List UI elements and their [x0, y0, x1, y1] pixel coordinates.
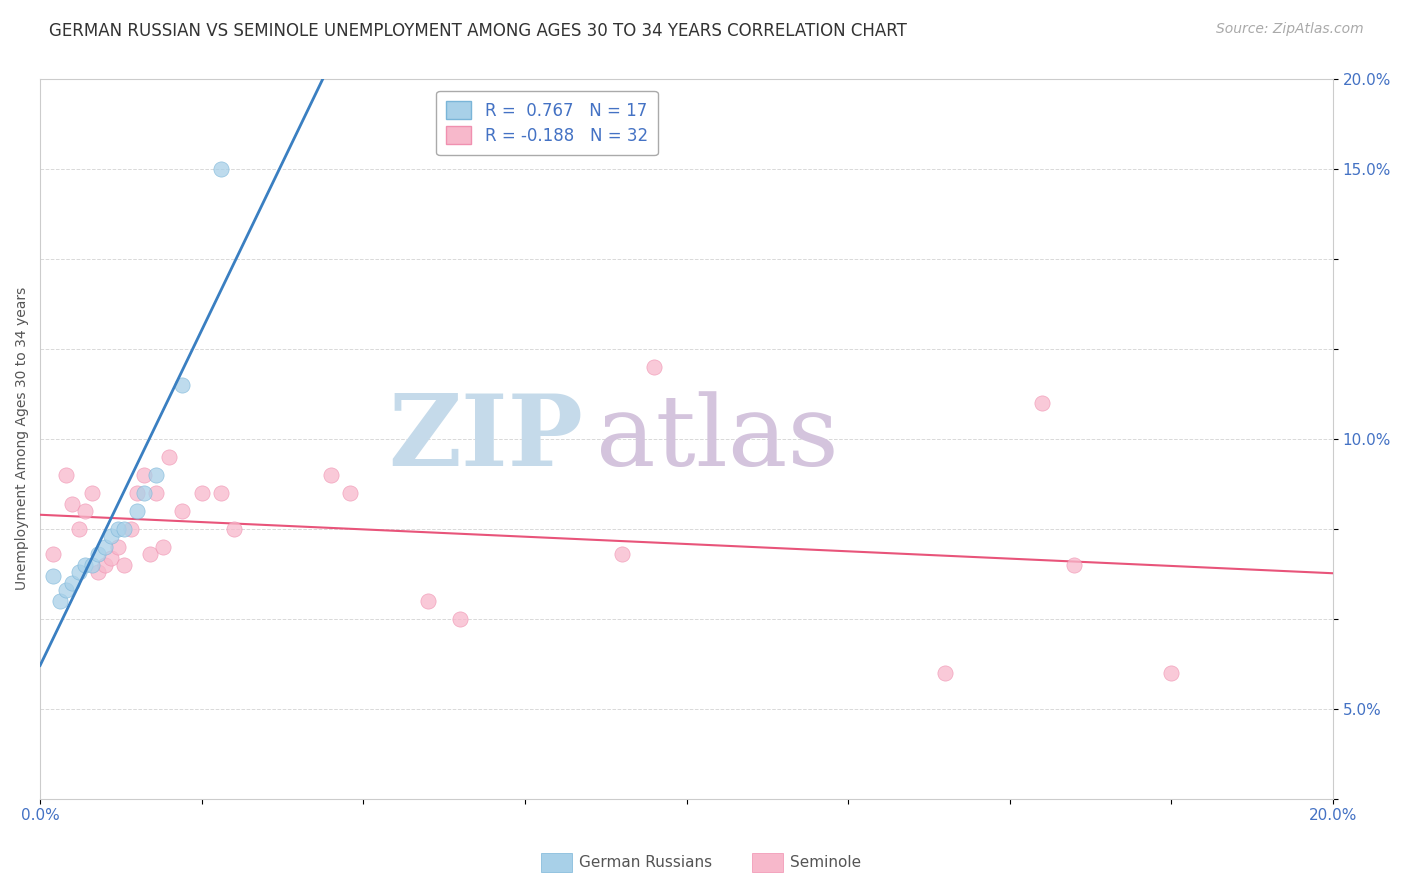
Point: [132, 467, 155, 482]
Point: [62, 497, 84, 511]
Y-axis label: Unemployment Among Ages 30 to 34 years: Unemployment Among Ages 30 to 34 years: [15, 287, 30, 591]
Point: [87, 565, 110, 579]
Point: [339, 486, 361, 500]
Text: ZIP: ZIP: [388, 391, 583, 487]
Point: [157, 450, 180, 464]
Point: [145, 467, 167, 482]
Point: [80, 558, 103, 572]
Point: [100, 529, 122, 543]
Point: [107, 540, 129, 554]
Point: [172, 377, 194, 392]
Point: [190, 486, 212, 500]
Point: [934, 665, 956, 680]
Point: [319, 467, 342, 482]
Point: [209, 161, 232, 176]
Point: [1031, 396, 1053, 410]
Point: [172, 504, 194, 518]
Point: [1063, 558, 1085, 572]
Point: [67, 522, 90, 536]
Legend: R =  0.767   N = 17, R = -0.188   N = 32: R = 0.767 N = 17, R = -0.188 N = 32: [436, 91, 658, 155]
Point: [80, 486, 103, 500]
Point: [222, 522, 245, 536]
Point: [67, 565, 90, 579]
Text: GERMAN RUSSIAN VS SEMINOLE UNEMPLOYMENT AMONG AGES 30 TO 34 YEARS CORRELATION CH: GERMAN RUSSIAN VS SEMINOLE UNEMPLOYMENT …: [49, 22, 907, 40]
Point: [152, 540, 174, 554]
Point: [209, 486, 232, 500]
Point: [125, 486, 148, 500]
Point: [139, 547, 162, 561]
Point: [55, 467, 77, 482]
Point: [112, 558, 135, 572]
Point: [449, 612, 471, 626]
Text: German Russians: German Russians: [579, 855, 713, 870]
Point: [55, 582, 77, 597]
Point: [94, 540, 117, 554]
Point: [132, 486, 155, 500]
Point: [48, 594, 70, 608]
Point: [42, 547, 65, 561]
Point: [125, 504, 148, 518]
Point: [94, 558, 117, 572]
Point: [87, 547, 110, 561]
Point: [100, 550, 122, 565]
Point: [75, 504, 97, 518]
Point: [416, 594, 439, 608]
Point: [120, 522, 142, 536]
Point: [112, 522, 135, 536]
Point: [62, 575, 84, 590]
Point: [1160, 665, 1182, 680]
Point: [75, 558, 97, 572]
Point: [145, 486, 167, 500]
Point: [42, 568, 65, 582]
Point: [107, 522, 129, 536]
Point: [643, 359, 665, 374]
Point: [610, 547, 633, 561]
Text: atlas: atlas: [596, 391, 839, 487]
Text: Source: ZipAtlas.com: Source: ZipAtlas.com: [1216, 22, 1364, 37]
Text: Seminole: Seminole: [790, 855, 862, 870]
